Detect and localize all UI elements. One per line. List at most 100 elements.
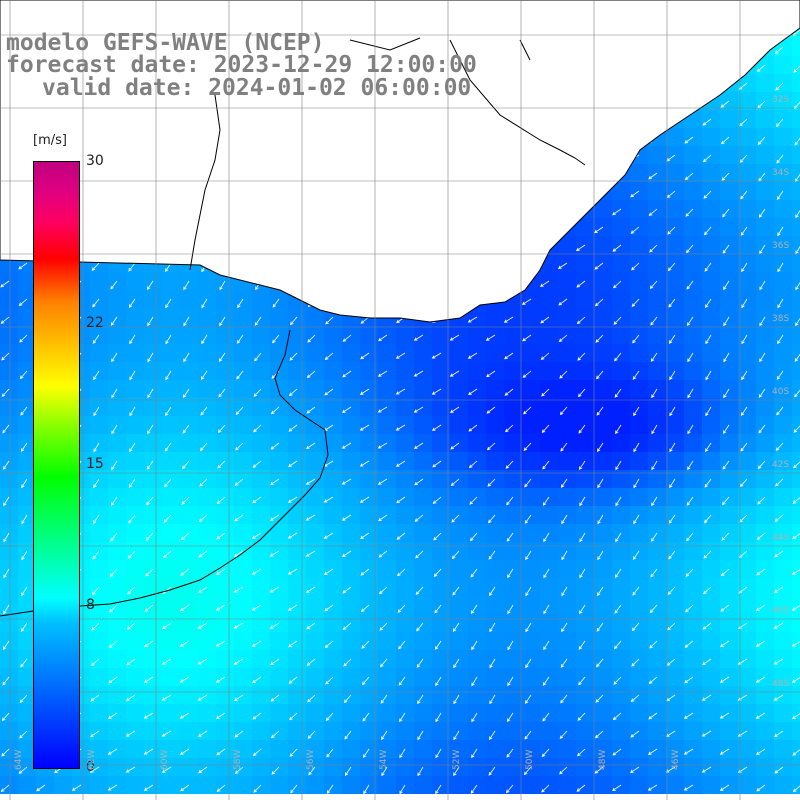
speed-cell: [612, 722, 630, 740]
speed-cell: [792, 758, 800, 776]
wind-arrow: [794, 353, 800, 362]
wind-arrow: [541, 424, 550, 434]
speed-cell: [234, 596, 252, 614]
wind-arrow: [341, 514, 352, 521]
wind-arrow: [215, 712, 226, 719]
wind-arrow: [435, 676, 442, 687]
wind-arrow: [254, 352, 262, 362]
wind-arrow: [326, 784, 334, 794]
speed-cell: [414, 488, 432, 506]
wind-arrow: [2, 676, 10, 686]
wind-arrow: [776, 370, 784, 380]
speed-cell: [540, 470, 558, 488]
wind-arrow: [143, 748, 154, 755]
wind-arrow: [720, 100, 730, 108]
speed-cell: [576, 254, 594, 272]
wind-arrow: [143, 712, 154, 719]
speed-cell: [756, 326, 774, 344]
speed-cell: [720, 362, 738, 380]
speed-cell: [756, 362, 774, 380]
wind-arrow: [485, 334, 496, 341]
wind-arrow: [471, 676, 478, 687]
wind-arrow: [542, 496, 550, 506]
wind-arrow: [181, 496, 190, 505]
wind-arrow: [471, 712, 478, 723]
wind-arrow: [0, 316, 10, 324]
wind-arrow: [183, 352, 190, 363]
speed-cell: [288, 326, 306, 344]
wind-arrow: [128, 514, 136, 524]
speed-cell: [540, 722, 558, 740]
wind-arrow: [253, 784, 262, 793]
wind-arrow: [650, 568, 658, 578]
wind-arrow: [629, 766, 640, 773]
wind-arrow: [128, 298, 136, 308]
wind-arrow: [233, 586, 244, 593]
speed-cell: [738, 704, 756, 722]
speed-cell: [540, 326, 558, 344]
speed-cell: [144, 578, 162, 596]
speed-cell: [288, 758, 306, 776]
speed-cell: [378, 704, 396, 722]
speed-cell: [162, 452, 180, 470]
wind-arrow: [719, 748, 730, 755]
wind-arrow: [489, 622, 496, 633]
speed-cell: [666, 164, 684, 182]
speed-cell: [18, 380, 36, 398]
wind-arrow: [773, 694, 784, 701]
speed-cell: [252, 542, 270, 560]
wind-arrow: [270, 730, 280, 739]
speed-cell: [162, 380, 180, 398]
wind-arrow: [287, 496, 298, 503]
speed-cell: [270, 380, 288, 398]
wind-arrow: [323, 532, 334, 539]
speed-cell: [576, 434, 594, 452]
speed-cell: [738, 164, 756, 182]
wind-arrow: [180, 532, 190, 541]
speed-cell: [666, 560, 684, 578]
wind-arrow: [218, 388, 226, 398]
speed-cell: [468, 326, 486, 344]
speed-cell: [0, 362, 18, 380]
speed-cell: [108, 722, 126, 740]
wind-arrow: [92, 550, 100, 560]
speed-cell: [666, 452, 684, 470]
speed-cell: [162, 524, 180, 542]
wind-arrow: [561, 586, 568, 597]
speed-cell: [0, 578, 18, 596]
speed-cell: [468, 362, 486, 380]
speed-cell: [576, 506, 594, 524]
wind-arrow: [795, 245, 800, 255]
wind-arrow: [91, 262, 100, 271]
wind-arrow: [579, 496, 586, 507]
speed-cell: [18, 308, 36, 326]
speed-cell: [774, 56, 792, 74]
wind-arrow: [687, 460, 694, 471]
speed-cell: [234, 344, 252, 362]
speed-cell: [288, 398, 306, 416]
wind-arrow: [143, 676, 154, 683]
speed-cell: [684, 470, 702, 488]
wind-arrow: [270, 694, 280, 702]
wind-arrow: [523, 766, 532, 776]
speed-cell: [540, 290, 558, 308]
title-valid-date: valid date: 2024-01-02 06:00:00: [42, 75, 472, 101]
speed-cell: [198, 704, 216, 722]
speed-cell: [630, 632, 648, 650]
speed-cell: [450, 488, 468, 506]
speed-cell: [252, 362, 270, 380]
speed-cell: [144, 470, 162, 488]
speed-cell: [198, 344, 216, 362]
speed-cell: [270, 704, 288, 722]
wind-arrow: [649, 640, 658, 649]
speed-cell: [108, 506, 126, 524]
wind-arrow: [270, 442, 280, 450]
wind-arrow: [775, 478, 784, 487]
wind-arrow: [395, 424, 406, 431]
speed-cell: [648, 578, 666, 596]
speed-cell: [324, 326, 342, 344]
wind-arrow: [705, 370, 712, 381]
speed-cell: [324, 614, 342, 632]
colorbar-unit: [m/s]: [33, 133, 67, 148]
